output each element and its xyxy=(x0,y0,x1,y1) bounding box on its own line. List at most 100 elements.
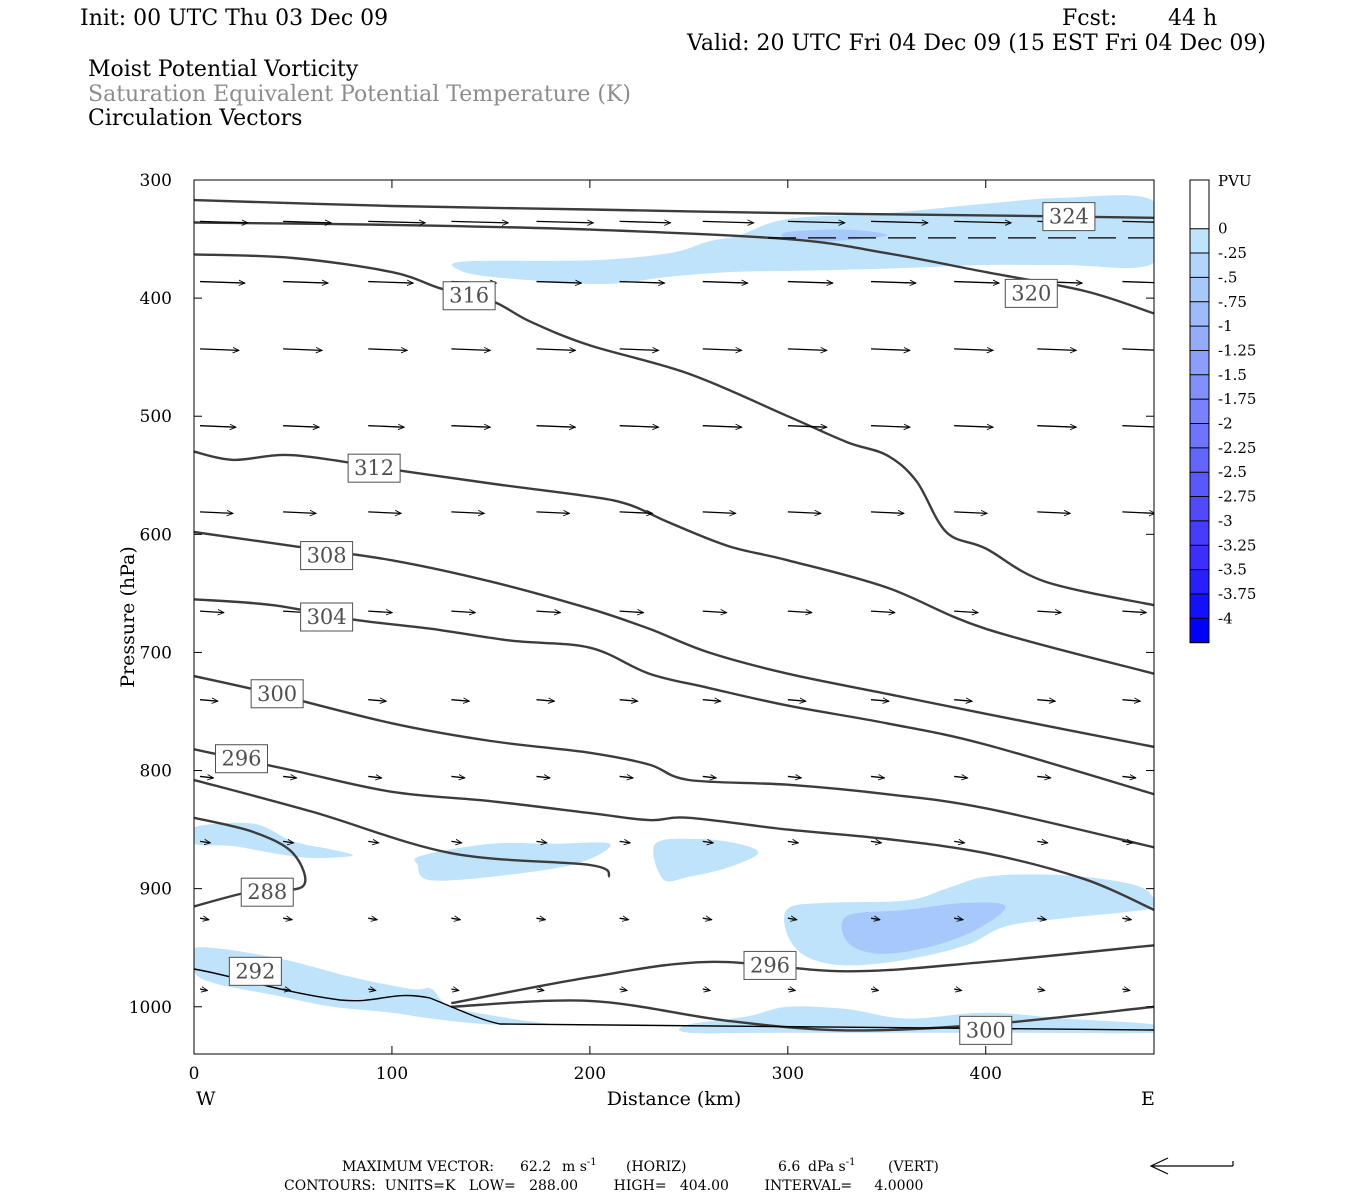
colorbar-label-2: -.5 xyxy=(1218,268,1237,286)
contour-label-text: 316 xyxy=(449,284,489,308)
vector-arrow-7-8 xyxy=(870,700,889,702)
vector-arrow-3-0 xyxy=(199,349,239,351)
vector-arrow-9-10 xyxy=(1037,841,1048,843)
vector-arrow-6-8 xyxy=(870,611,895,613)
vector-arrow-8-9 xyxy=(954,776,968,778)
vector-arrow-6-7 xyxy=(787,611,812,613)
contour-label-text: 312 xyxy=(354,456,394,480)
y-tick-label-400: 400 xyxy=(140,289,172,309)
vector-arrow-4-0 xyxy=(199,426,236,428)
vector-arrow-3-3 xyxy=(451,349,490,351)
y-tick-label-500: 500 xyxy=(140,407,172,427)
vector-arrow-5-6 xyxy=(702,512,736,514)
contour-label-box xyxy=(442,281,496,311)
colorbar-swatch-15 xyxy=(1190,545,1209,571)
vector-arrow-8-11 xyxy=(1122,776,1136,778)
contour-308-4 xyxy=(194,530,1154,749)
pv-region-2 xyxy=(414,842,611,881)
east-label: E xyxy=(1141,1088,1155,1110)
vector-arrow-3-10 xyxy=(1037,349,1076,351)
contour-label-box xyxy=(250,679,304,709)
x-tick-label-0: 0 xyxy=(189,1064,200,1084)
vector-arrow-5-1 xyxy=(283,512,316,514)
colorbar-label-3: -.75 xyxy=(1218,293,1247,311)
vector-arrow-4-11 xyxy=(1122,425,1154,428)
vector-arrow-11-1 xyxy=(283,989,291,991)
colorbar-swatch-3 xyxy=(1190,253,1209,278)
vector-arrow-6-0 xyxy=(199,611,224,613)
colorbar-label-12: -3 xyxy=(1218,512,1233,530)
contour-label-300-6: 300 xyxy=(250,679,304,709)
axis-ticks: 300 400 500 600 700 800 900 1000 0 100 200 300 400 xyxy=(129,171,1154,1084)
vector-arrow-8-5 xyxy=(619,776,634,778)
vector-arrow-9-2 xyxy=(368,841,379,843)
reference-vector-icon xyxy=(1149,1157,1234,1175)
vector-arrow-4-1 xyxy=(283,426,319,428)
vector-arrow-0-5 xyxy=(619,221,671,223)
contour-300-10 xyxy=(451,999,1154,1032)
vector-arrow-10-0 xyxy=(199,918,209,920)
contour-label-316-2: 316 xyxy=(442,281,496,311)
contour-296-7 xyxy=(194,748,1154,911)
vector-arrow-2-4 xyxy=(536,282,581,284)
x-tick-label-300: 300 xyxy=(772,1064,804,1084)
vector-arrow-5-0 xyxy=(199,512,233,514)
horiz-unit-exp: -1 xyxy=(587,1157,597,1168)
y-axis-title: Pressure (hPa) xyxy=(117,546,139,688)
contour-label-300-10: 300 xyxy=(959,1015,1013,1045)
contour-label-box xyxy=(1004,278,1058,308)
colorbar-label-5: -1.25 xyxy=(1218,341,1256,359)
vector-arrow-9-4 xyxy=(536,841,547,843)
max-horiz-value: 62.2 xyxy=(520,1159,551,1175)
vector-arrow-4-6 xyxy=(702,426,742,428)
vector-arrow-6-5 xyxy=(619,611,644,613)
contour-label-text: 296 xyxy=(750,953,790,977)
vector-arrow-5-9 xyxy=(954,512,987,514)
x-tick-label-400: 400 xyxy=(970,1064,1002,1084)
max-vert-unit: dPa s-1 xyxy=(808,1157,855,1175)
colorbar-swatch-11 xyxy=(1190,447,1209,473)
vector-arrow-8-0 xyxy=(199,776,214,778)
vector-arrow-7-7 xyxy=(787,700,806,702)
vector-arrow-0-1 xyxy=(283,221,331,223)
contour-300-6 xyxy=(194,674,1154,849)
contour-label-box xyxy=(240,877,294,907)
contour-label-312-3: 312 xyxy=(347,453,401,483)
contour-label-296-9: 296 xyxy=(743,950,797,980)
vector-arrow-6-2 xyxy=(368,611,392,613)
colorbar-label-0: 0 xyxy=(1218,220,1228,238)
vector-arrow-11-11 xyxy=(1122,989,1130,991)
x-axis-title: Distance (km) xyxy=(607,1088,742,1110)
contour-312-3 xyxy=(194,450,1154,675)
init-time: Init: 00 UTC Thu 03 Dec 09 xyxy=(80,6,388,31)
vector-arrow-2-0 xyxy=(199,282,245,284)
vector-arrow-8-8 xyxy=(870,776,885,778)
vector-arrow-0-9 xyxy=(954,221,1011,223)
contour-label-box xyxy=(959,1015,1013,1045)
contour-label-box xyxy=(347,453,401,483)
vector-arrow-10-1 xyxy=(283,918,292,920)
y-tick-label-700: 700 xyxy=(140,643,172,663)
vector-arrow-10-10 xyxy=(1037,918,1046,920)
vector-arrow-10-4 xyxy=(536,918,545,920)
colorbar-swatch-16 xyxy=(1190,569,1209,595)
contour-label-text: 292 xyxy=(235,959,275,983)
contour-label-box xyxy=(300,602,354,632)
vector-arrow-5-2 xyxy=(368,512,401,514)
vector-arrow-4-10 xyxy=(1037,426,1076,428)
vector-arrow-10-5 xyxy=(619,918,629,920)
y-tick-label-800: 800 xyxy=(140,762,172,782)
vector-arrow-11-3 xyxy=(451,989,459,991)
vector-arrow-8-10 xyxy=(1037,776,1051,778)
vector-arrow-10-6 xyxy=(702,918,712,920)
vector-arrow-5-10 xyxy=(1037,512,1070,514)
vector-arrow-9-7 xyxy=(787,841,799,843)
vector-arrow-5-3 xyxy=(451,512,484,514)
vector-arrow-8-7 xyxy=(787,776,802,778)
vector-arrow-9-9 xyxy=(954,841,965,843)
vector-arrow-11-2 xyxy=(368,989,376,991)
plot-area: 324 320 316 312 308 304 300 296 292 296 300 288 300… xyxy=(129,171,1155,1084)
vector-arrow-9-6 xyxy=(702,841,714,843)
vector-arrow-8-2 xyxy=(368,776,382,778)
